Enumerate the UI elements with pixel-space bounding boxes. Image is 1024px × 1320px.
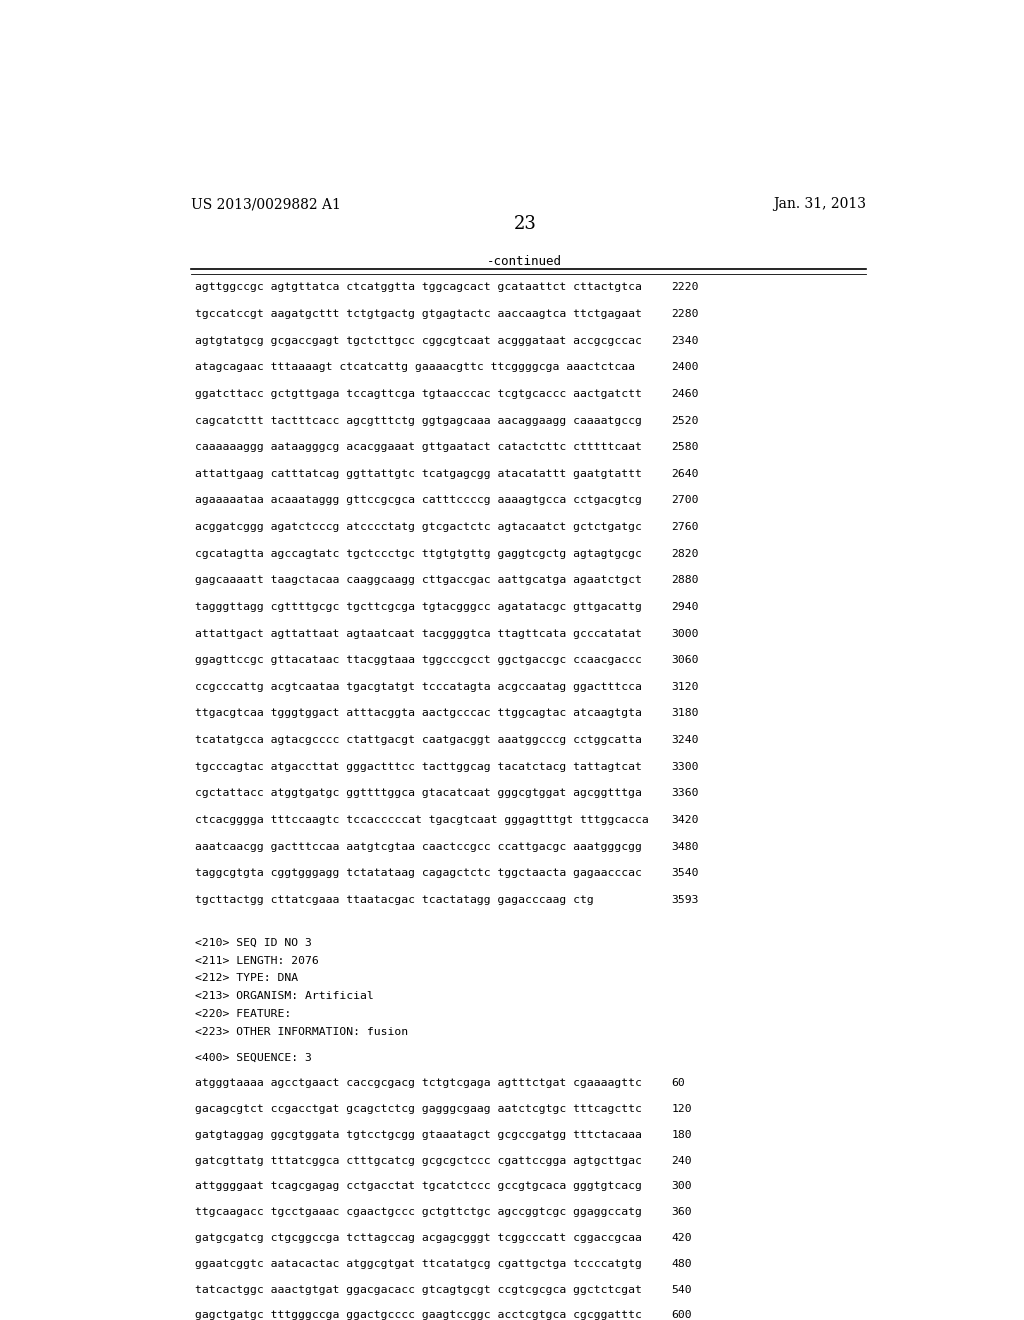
Text: 120: 120 — [672, 1104, 692, 1114]
Text: 420: 420 — [672, 1233, 692, 1243]
Text: tgcccagtac atgaccttat gggactttcc tacttggcag tacatctacg tattagtcat: tgcccagtac atgaccttat gggactttcc tacttgg… — [196, 762, 642, 772]
Text: 360: 360 — [672, 1208, 692, 1217]
Text: attattgact agttattaat agtaatcaat tacggggtca ttagttcata gcccatatat: attattgact agttattaat agtaatcaat tacgggg… — [196, 628, 642, 639]
Text: gacagcgtct ccgacctgat gcagctctcg gagggcgaag aatctcgtgc tttcagcttc: gacagcgtct ccgacctgat gcagctctcg gagggcg… — [196, 1104, 642, 1114]
Text: 3120: 3120 — [672, 682, 699, 692]
Text: ggagttccgc gttacataac ttacggtaaa tggcccgcct ggctgaccgc ccaacgaccc: ggagttccgc gttacataac ttacggtaaa tggcccg… — [196, 655, 642, 665]
Text: <223> OTHER INFORMATION: fusion: <223> OTHER INFORMATION: fusion — [196, 1027, 409, 1036]
Text: ggatcttacc gctgttgaga tccagttcga tgtaacccac tcgtgcaccc aactgatctt: ggatcttacc gctgttgaga tccagttcga tgtaacc… — [196, 389, 642, 399]
Text: -continued: -continued — [487, 255, 562, 268]
Text: 2220: 2220 — [672, 282, 699, 293]
Text: tgccatccgt aagatgcttt tctgtgactg gtgagtactc aaccaagtca ttctgagaat: tgccatccgt aagatgcttt tctgtgactg gtgagta… — [196, 309, 642, 319]
Text: tgcttactgg cttatcgaaa ttaatacgac tcactatagg gagacccaag ctg: tgcttactgg cttatcgaaa ttaatacgac tcactat… — [196, 895, 594, 906]
Text: <213> ORGANISM: Artificial: <213> ORGANISM: Artificial — [196, 991, 374, 1001]
Text: gagctgatgc tttgggccga ggactgcccc gaagtccggc acctcgtgca cgcggatttc: gagctgatgc tttgggccga ggactgcccc gaagtcc… — [196, 1311, 642, 1320]
Text: ggaatcggtc aatacactac atggcgtgat ttcatatgcg cgattgctga tccccatgtg: ggaatcggtc aatacactac atggcgtgat ttcatat… — [196, 1259, 642, 1269]
Text: <210> SEQ ID NO 3: <210> SEQ ID NO 3 — [196, 937, 312, 948]
Text: tcatatgcca agtacgcccc ctattgacgt caatgacggt aaatggcccg cctggcatta: tcatatgcca agtacgcccc ctattgacgt caatgac… — [196, 735, 642, 744]
Text: cgctattacc atggtgatgc ggttttggca gtacatcaat gggcgtggat agcggtttga: cgctattacc atggtgatgc ggttttggca gtacatc… — [196, 788, 642, 799]
Text: 3000: 3000 — [672, 628, 699, 639]
Text: 2700: 2700 — [672, 495, 699, 506]
Text: 2340: 2340 — [672, 335, 699, 346]
Text: 2520: 2520 — [672, 416, 699, 425]
Text: <400> SEQUENCE: 3: <400> SEQUENCE: 3 — [196, 1052, 312, 1063]
Text: gatgtaggag ggcgtggata tgtcctgcgg gtaaatagct gcgccgatgg tttctacaaa: gatgtaggag ggcgtggata tgtcctgcgg gtaaata… — [196, 1130, 642, 1140]
Text: 300: 300 — [672, 1181, 692, 1192]
Text: attattgaag catttatcag ggttattgtc tcatgagcgg atacatattt gaatgtattt: attattgaag catttatcag ggttattgtc tcatgag… — [196, 469, 642, 479]
Text: acggatcggg agatctcccg atcccctatg gtcgactctc agtacaatct gctctgatgc: acggatcggg agatctcccg atcccctatg gtcgact… — [196, 523, 642, 532]
Text: agaaaaataa acaaataggg gttccgcgca catttccccg aaaagtgcca cctgacgtcg: agaaaaataa acaaataggg gttccgcgca catttcc… — [196, 495, 642, 506]
Text: 2760: 2760 — [672, 523, 699, 532]
Text: 3480: 3480 — [672, 842, 699, 851]
Text: gatcgttatg tttatcggca ctttgcatcg gcgcgctccc cgattccgga agtgcttgac: gatcgttatg tttatcggca ctttgcatcg gcgcgct… — [196, 1156, 642, 1166]
Text: US 2013/0029882 A1: US 2013/0029882 A1 — [191, 197, 341, 211]
Text: 2280: 2280 — [672, 309, 699, 319]
Text: 600: 600 — [672, 1311, 692, 1320]
Text: taggcgtgta cggtgggagg tctatataag cagagctctc tggctaacta gagaacccac: taggcgtgta cggtgggagg tctatataag cagagct… — [196, 869, 642, 878]
Text: 23: 23 — [513, 215, 537, 234]
Text: agtgtatgcg gcgaccgagt tgctcttgcc cggcgtcaat acgggataat accgcgccac: agtgtatgcg gcgaccgagt tgctcttgcc cggcgtc… — [196, 335, 642, 346]
Text: aaatcaacgg gactttccaa aatgtcgtaa caactccgcc ccattgacgc aaatgggcgg: aaatcaacgg gactttccaa aatgtcgtaa caactcc… — [196, 842, 642, 851]
Text: 3540: 3540 — [672, 869, 699, 878]
Text: atgggtaaaa agcctgaact caccgcgacg tctgtcgaga agtttctgat cgaaaagttc: atgggtaaaa agcctgaact caccgcgacg tctgtcg… — [196, 1078, 642, 1088]
Text: tatcactggc aaactgtgat ggacgacacc gtcagtgcgt ccgtcgcgca ggctctcgat: tatcactggc aaactgtgat ggacgacacc gtcagtg… — [196, 1284, 642, 1295]
Text: agttggccgc agtgttatca ctcatggtta tggcagcact gcataattct cttactgtca: agttggccgc agtgttatca ctcatggtta tggcagc… — [196, 282, 642, 293]
Text: ccgcccattg acgtcaataa tgacgtatgt tcccatagta acgccaatag ggactttcca: ccgcccattg acgtcaataa tgacgtatgt tcccata… — [196, 682, 642, 692]
Text: 480: 480 — [672, 1259, 692, 1269]
Text: 3360: 3360 — [672, 788, 699, 799]
Text: gatgcgatcg ctgcggccga tcttagccag acgagcgggt tcggcccatt cggaccgcaa: gatgcgatcg ctgcggccga tcttagccag acgagcg… — [196, 1233, 642, 1243]
Text: ttgacgtcaa tgggtggact atttacggta aactgcccac ttggcagtac atcaagtgta: ttgacgtcaa tgggtggact atttacggta aactgcc… — [196, 709, 642, 718]
Text: cagcatcttt tactttcacc agcgtttctg ggtgagcaaa aacaggaagg caaaatgccg: cagcatcttt tactttcacc agcgtttctg ggtgagc… — [196, 416, 642, 425]
Text: ttgcaagacc tgcctgaaac cgaactgccc gctgttctgc agccggtcgc ggaggccatg: ttgcaagacc tgcctgaaac cgaactgccc gctgttc… — [196, 1208, 642, 1217]
Text: 240: 240 — [672, 1156, 692, 1166]
Text: <212> TYPE: DNA: <212> TYPE: DNA — [196, 973, 299, 983]
Text: 3593: 3593 — [672, 895, 699, 906]
Text: cgcatagtta agccagtatc tgctccctgc ttgtgtgttg gaggtcgctg agtagtgcgc: cgcatagtta agccagtatc tgctccctgc ttgtgtg… — [196, 549, 642, 558]
Text: 2880: 2880 — [672, 576, 699, 585]
Text: 2820: 2820 — [672, 549, 699, 558]
Text: 2640: 2640 — [672, 469, 699, 479]
Text: 2460: 2460 — [672, 389, 699, 399]
Text: 3300: 3300 — [672, 762, 699, 772]
Text: <220> FEATURE:: <220> FEATURE: — [196, 1008, 292, 1019]
Text: 180: 180 — [672, 1130, 692, 1140]
Text: attggggaat tcagcgagag cctgacctat tgcatctccc gccgtgcaca gggtgtcacg: attggggaat tcagcgagag cctgacctat tgcatct… — [196, 1181, 642, 1192]
Text: 2400: 2400 — [672, 362, 699, 372]
Text: 60: 60 — [672, 1078, 685, 1088]
Text: 540: 540 — [672, 1284, 692, 1295]
Text: <211> LENGTH: 2076: <211> LENGTH: 2076 — [196, 956, 319, 965]
Text: gagcaaaatt taagctacaa caaggcaagg cttgaccgac aattgcatga agaatctgct: gagcaaaatt taagctacaa caaggcaagg cttgacc… — [196, 576, 642, 585]
Text: 3060: 3060 — [672, 655, 699, 665]
Text: 3240: 3240 — [672, 735, 699, 744]
Text: atagcagaac tttaaaagt ctcatcattg gaaaacgttc ttcggggcga aaactctcaa: atagcagaac tttaaaagt ctcatcattg gaaaacgt… — [196, 362, 636, 372]
Text: ctcacgggga tttccaagtc tccacccccat tgacgtcaat gggagtttgt tttggcacca: ctcacgggga tttccaagtc tccacccccat tgacgt… — [196, 814, 649, 825]
Text: 2580: 2580 — [672, 442, 699, 453]
Text: 3420: 3420 — [672, 814, 699, 825]
Text: 2940: 2940 — [672, 602, 699, 612]
Text: caaaaaaggg aataagggcg acacggaaat gttgaatact catactcttc ctttttcaat: caaaaaaggg aataagggcg acacggaaat gttgaat… — [196, 442, 642, 453]
Text: tagggttagg cgttttgcgc tgcttcgcga tgtacgggcc agatatacgc gttgacattg: tagggttagg cgttttgcgc tgcttcgcga tgtacgg… — [196, 602, 642, 612]
Text: 3180: 3180 — [672, 709, 699, 718]
Text: Jan. 31, 2013: Jan. 31, 2013 — [773, 197, 866, 211]
